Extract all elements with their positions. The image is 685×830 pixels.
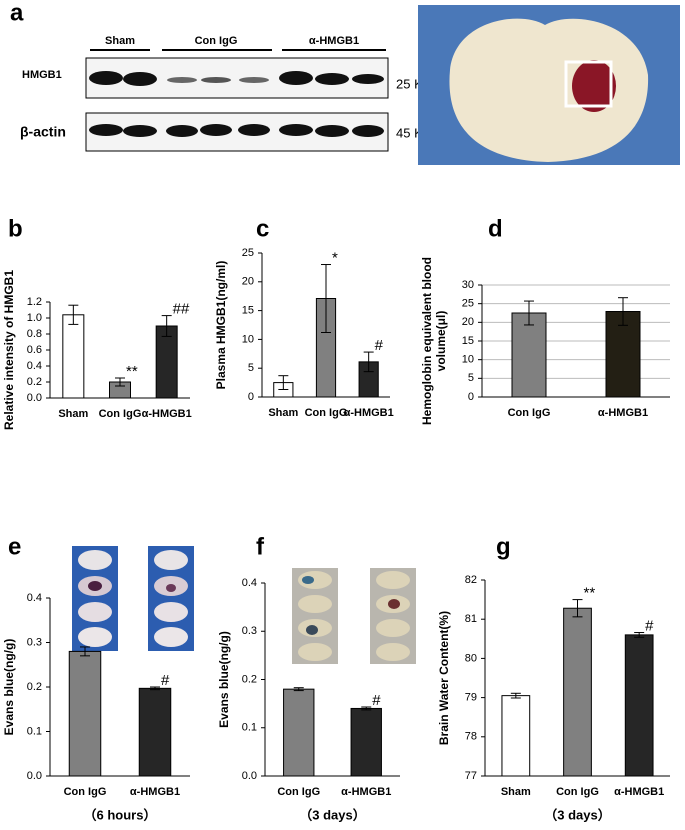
group-label: α-HMGB1 (309, 35, 359, 47)
panel-letter: b (8, 215, 23, 242)
footnote: （3 days） (299, 807, 365, 822)
y-tick-label: 15 (242, 305, 254, 317)
bands (89, 71, 384, 137)
row-label: β-actin (20, 124, 66, 140)
y-tick-label: 0.2 (27, 376, 42, 388)
slices (78, 550, 410, 661)
brain-slice (449, 18, 649, 162)
y-tick-label: 30 (462, 279, 474, 291)
y-tick-label: 82 (465, 574, 477, 586)
y-tick-label: 0.3 (242, 625, 257, 637)
y-tick-label: 20 (462, 316, 474, 328)
y-tick-label: 5 (468, 372, 474, 384)
x-tick-label: α-HMGB1 (130, 786, 180, 798)
y-tick-label: 0.1 (242, 722, 257, 734)
x-tick-label: Con IgG (277, 786, 320, 798)
bar (62, 314, 85, 399)
y-tick-label: 78 (465, 731, 477, 743)
hematoma (572, 60, 616, 112)
row-label: HMGB1 (22, 69, 62, 81)
y-tick-label: 79 (465, 692, 477, 704)
x-tick-label: Con IgG (508, 407, 551, 419)
x-tick-label: Sham (58, 408, 88, 420)
panel-letter: d (488, 215, 503, 242)
x-tick-label: Sham (501, 786, 531, 798)
y-tick-label: 0 (468, 391, 474, 403)
bar (501, 695, 531, 777)
y-axis-label: Plasma HMGB1(ng/ml) (214, 261, 228, 390)
y-axis-label: volume(μl) (434, 311, 448, 372)
significance: ** (126, 363, 138, 380)
significance: ## (173, 301, 190, 318)
y-tick-label: 0.0 (242, 770, 257, 782)
bar (68, 650, 102, 777)
bar (624, 634, 654, 777)
y-tick-label: 15 (462, 335, 474, 347)
x-tick-label: Sham (268, 407, 298, 419)
bar (138, 687, 172, 777)
y-tick-label: 1.0 (27, 312, 42, 324)
y-tick-label: 0.8 (27, 328, 42, 340)
x-tick-label: Con IgG (64, 786, 107, 798)
panel-letter: f (256, 533, 265, 560)
significance: ** (584, 585, 596, 602)
significance: # (161, 672, 170, 689)
y-tick-label: 20 (242, 276, 254, 288)
x-tick-label: Con IgG (99, 408, 142, 420)
y-tick-label: 1.2 (27, 296, 42, 308)
panel-letter: c (256, 215, 269, 242)
y-tick-label: 0.2 (27, 681, 42, 693)
x-tick-label: α-HMGB1 (344, 407, 394, 419)
y-tick-label: 25 (242, 247, 254, 259)
y-tick-label: 0.4 (242, 577, 257, 589)
y-tick-label: 0.6 (27, 344, 42, 356)
x-tick-label: α-HMGB1 (598, 407, 648, 419)
y-tick-label: 10 (462, 354, 474, 366)
y-axis-label: Brain Water Content(%) (437, 611, 451, 745)
y-tick-label: 0.2 (242, 673, 257, 685)
y-axis-label: Hemoglobin equivalent blood (420, 257, 434, 425)
x-tick-label: Con IgG (556, 786, 599, 798)
bar (350, 707, 382, 777)
significance: # (645, 617, 654, 634)
x-tick-label: α-HMGB1 (614, 786, 664, 798)
significance: * (332, 249, 338, 266)
roi-box (564, 60, 613, 108)
y-tick-label: 0 (248, 391, 254, 403)
y-tick-label: 25 (462, 298, 474, 310)
y-tick-label: 77 (465, 770, 477, 782)
footnote: （3 days） (544, 807, 610, 822)
y-axis-label: Evans blue(ng/g) (2, 639, 16, 736)
panel-letter: g (496, 533, 511, 560)
group-label: Con IgG (195, 35, 238, 47)
y-tick-label: 0.3 (27, 636, 42, 648)
x-tick-label: α-HMGB1 (142, 408, 192, 420)
bar (283, 688, 315, 777)
significance: # (372, 692, 381, 709)
y-tick-label: 0.4 (27, 592, 42, 604)
panel-letter: e (8, 533, 21, 560)
bar (511, 312, 547, 398)
footnote: （6 hours） (84, 807, 157, 822)
y-tick-label: 0.0 (27, 392, 42, 404)
y-tick-label: 80 (465, 652, 477, 664)
y-tick-label: 5 (248, 362, 254, 374)
x-tick-label: Con IgG (305, 407, 348, 419)
significance: # (375, 337, 384, 354)
group-label: Sham (105, 35, 135, 47)
y-tick-label: 0.0 (27, 770, 42, 782)
y-tick-label: 0.4 (27, 360, 42, 372)
y-axis-label: Evans blue(ng/g) (217, 631, 231, 728)
y-axis-label: Relative intensity of HMGB1 (2, 270, 16, 430)
panel-letter: a (10, 0, 24, 26)
y-tick-label: 10 (242, 333, 254, 345)
y-tick-label: 0.1 (27, 725, 42, 737)
bar (563, 607, 592, 777)
x-tick-label: α-HMGB1 (341, 786, 391, 798)
y-tick-label: 81 (465, 613, 477, 625)
